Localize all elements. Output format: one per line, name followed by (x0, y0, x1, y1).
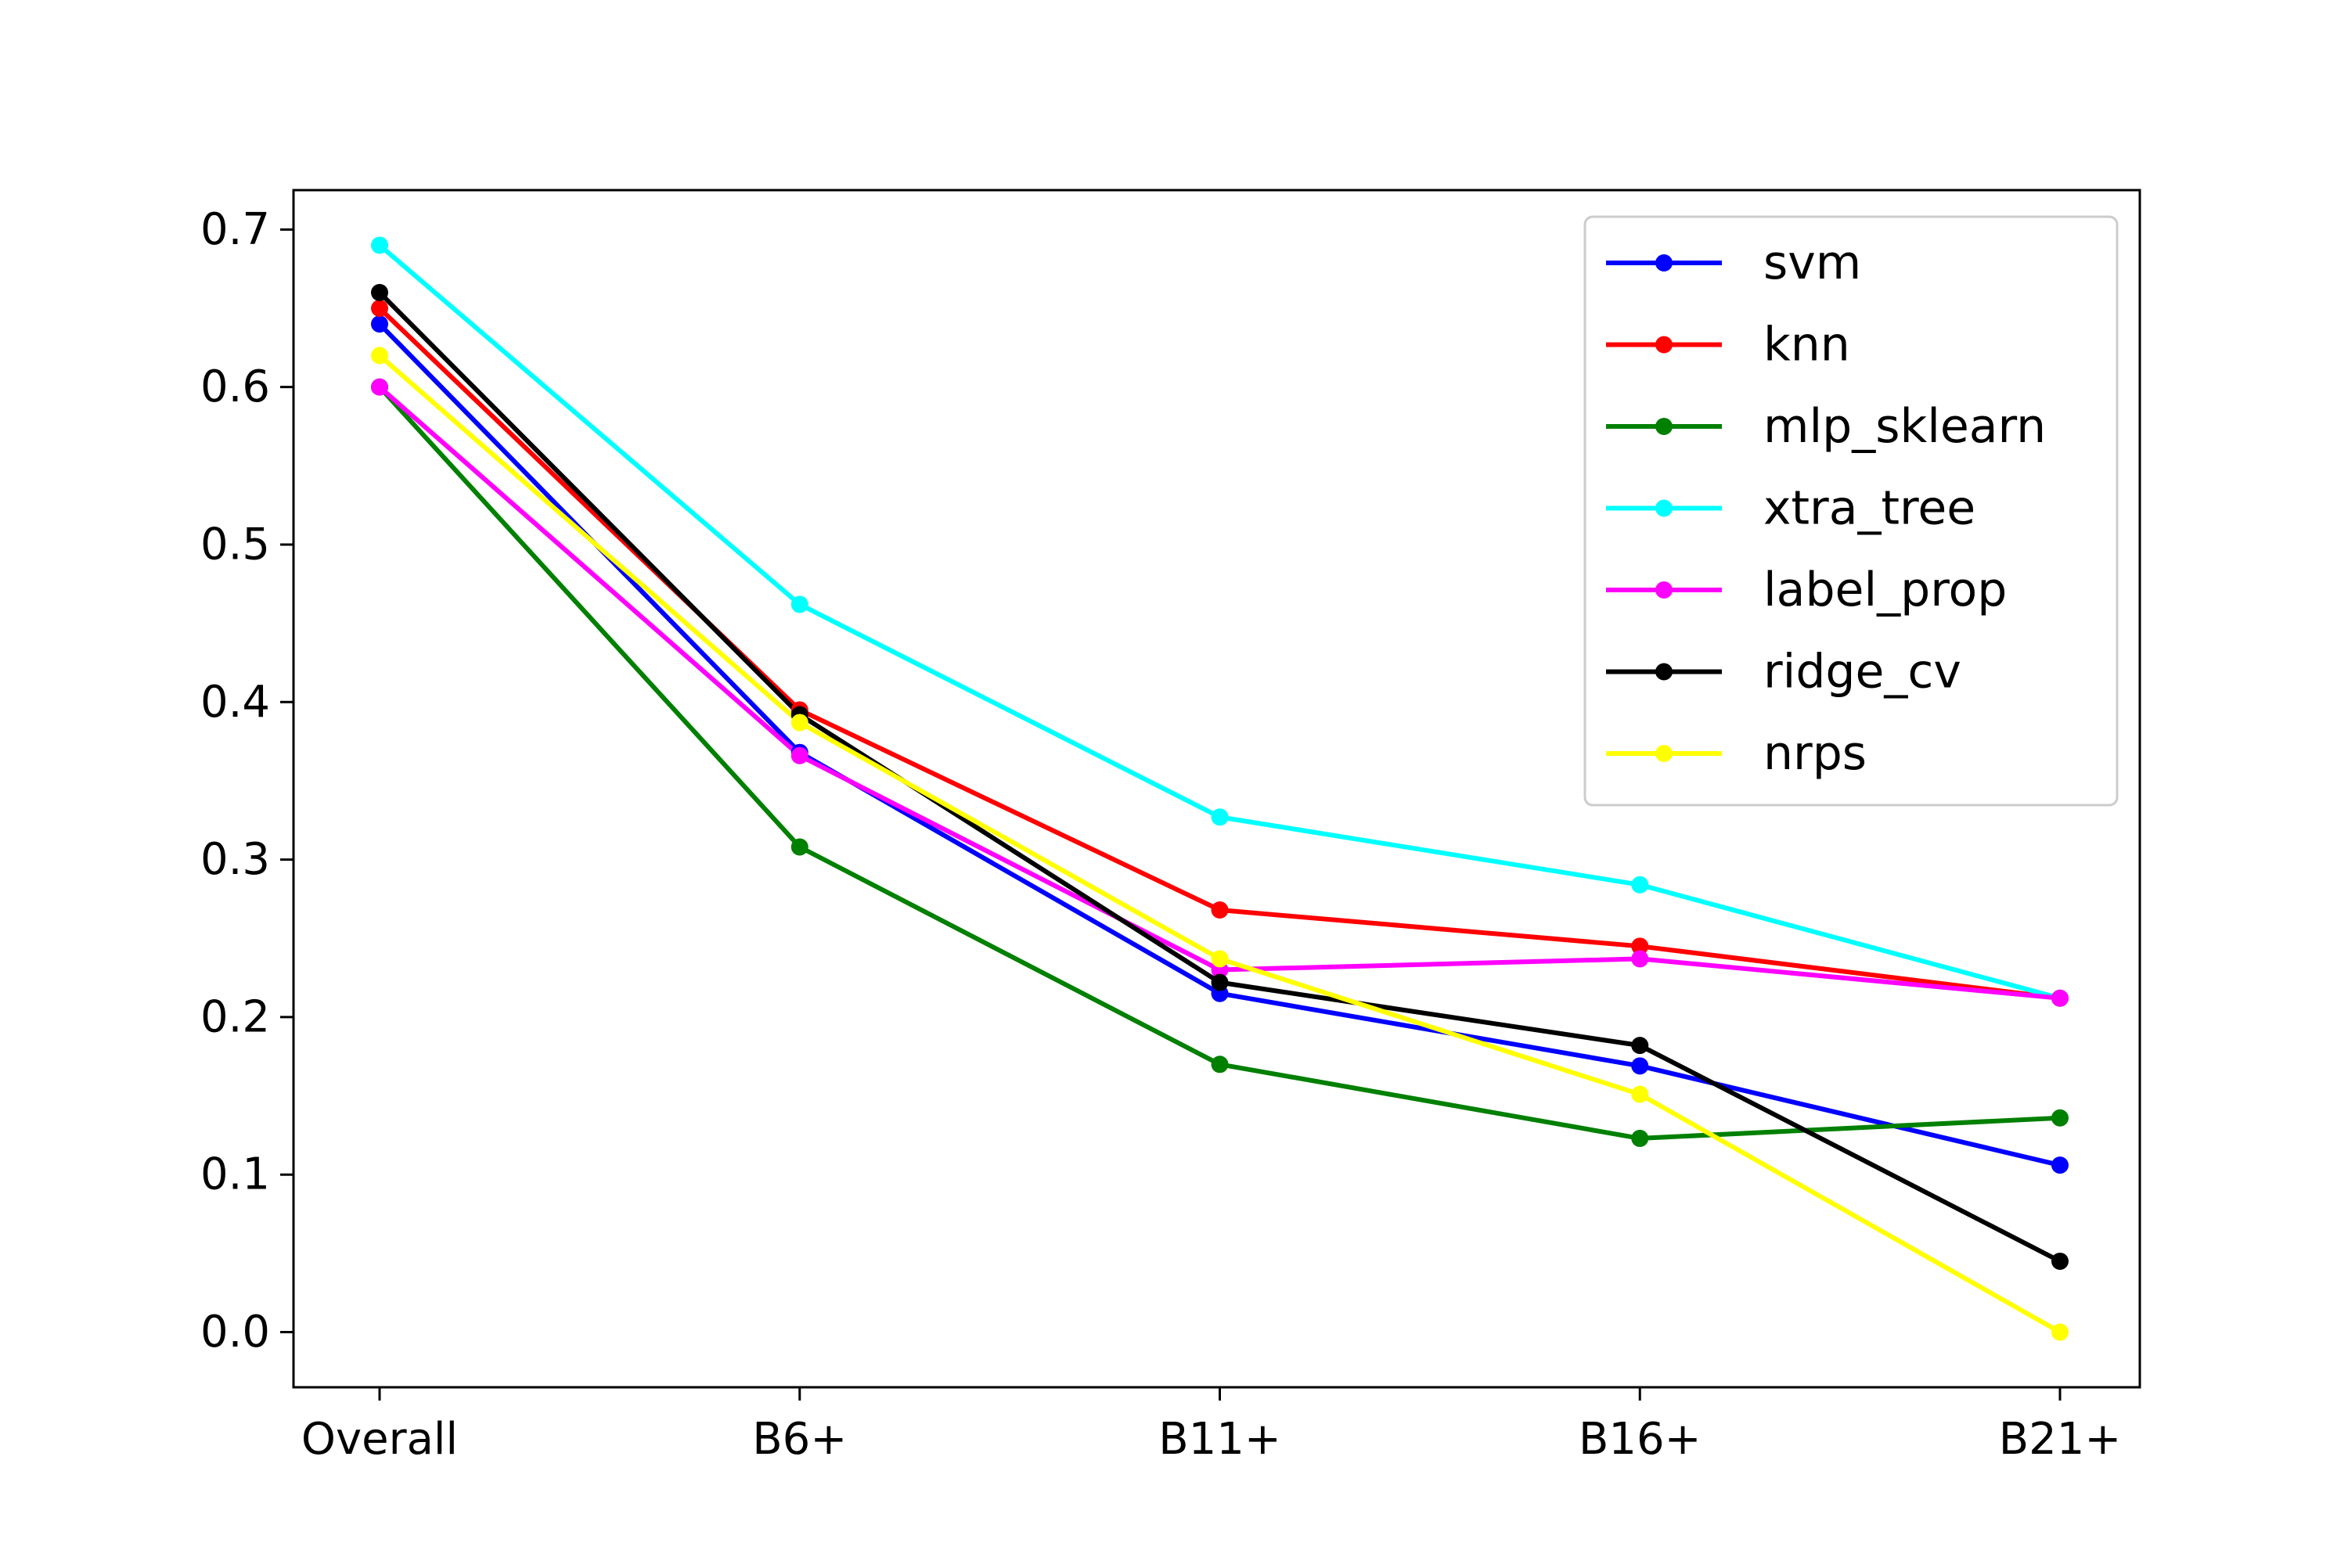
legend-label-mlp-sklearn: mlp_sklearn (1763, 399, 2046, 454)
x-tick-label-b6: B6+ (752, 1414, 847, 1465)
data-point-mlp-sklearn (2051, 1109, 2069, 1127)
legend-marker-knn (1655, 336, 1673, 354)
data-point-nrps (1631, 1085, 1649, 1103)
legend-marker-svm (1655, 254, 1673, 272)
data-point-xtra-tree (790, 595, 808, 613)
x-axis-ticks: Overall B6+ B11+ B16+ B21+ (301, 1387, 2121, 1465)
x-tick-label-b11: B11+ (1158, 1414, 1281, 1465)
legend-marker-label-prop (1655, 581, 1673, 599)
data-point-knn (1211, 901, 1229, 919)
series-points (371, 236, 2069, 1341)
x-tick-label-b16: B16+ (1579, 1414, 1702, 1465)
data-point-mlp-sklearn (1211, 1056, 1229, 1074)
data-point-xtra-tree (1211, 808, 1229, 826)
legend-label-xtra-tree: xtra_tree (1763, 481, 1975, 536)
legend-frame (1583, 215, 2119, 807)
data-point-xtra-tree (371, 236, 388, 254)
data-point-ridge-cv (371, 283, 388, 301)
data-point-label-prop (790, 746, 808, 764)
data-point-knn (1631, 937, 1649, 955)
y-tick-label: 0.0 (200, 1307, 270, 1358)
data-point-ridge-cv (1631, 1037, 1649, 1055)
legend: svm knn mlp_sklearn xtra_tree label_propridg… (1583, 215, 2119, 807)
y-tick-label: 0.3 (200, 834, 270, 885)
y-tick-label: 0.5 (200, 519, 270, 570)
data-point-label-prop (371, 378, 388, 396)
data-point-svm (1631, 1057, 1649, 1075)
y-tick-label: 0.7 (200, 204, 270, 255)
y-tick-label: 0.4 (200, 677, 270, 728)
legend-marker-ridge-cv (1655, 663, 1673, 681)
data-point-label-prop (2051, 989, 2069, 1007)
legend-label-svm: svm (1763, 236, 1861, 290)
legend-marker-mlp-sklearn (1655, 418, 1673, 435)
x-tick-label-b21: B21+ (1999, 1414, 2122, 1465)
data-point-nrps (790, 714, 808, 732)
data-point-xtra-tree (1631, 876, 1649, 894)
data-point-nrps (1211, 950, 1229, 968)
legend-marker-xtra-tree (1655, 499, 1673, 517)
legend-label-nrps: nrps (1763, 726, 1867, 781)
data-point-mlp-sklearn (790, 838, 808, 856)
legend-marker-nrps (1655, 745, 1673, 762)
legend-label-ridge-cv: ridge_cv (1763, 645, 1961, 699)
data-point-svm (2051, 1156, 2069, 1174)
data-point-svm (371, 315, 388, 333)
y-axis-ticks: 0.0 0.1 0.2 0.3 0.4 0.5 0.6 0.7 (200, 204, 294, 1358)
data-point-label-prop (1631, 950, 1649, 968)
data-point-nrps (2051, 1323, 2069, 1341)
data-point-knn (371, 299, 388, 317)
data-point-ridge-cv (2051, 1252, 2069, 1270)
data-point-mlp-sklearn (1631, 1129, 1649, 1147)
x-tick-label-overall: Overall (301, 1414, 458, 1465)
legend-label-knn: knn (1763, 318, 1850, 372)
data-point-nrps (371, 347, 388, 365)
legend-label-label-prop: label_prop (1763, 563, 2007, 617)
plot-frame (292, 189, 2141, 1389)
y-tick-label: 0.1 (200, 1149, 270, 1200)
y-tick-label: 0.2 (200, 991, 270, 1042)
y-tick-label: 0.6 (200, 361, 270, 412)
data-point-ridge-cv (1211, 973, 1229, 991)
